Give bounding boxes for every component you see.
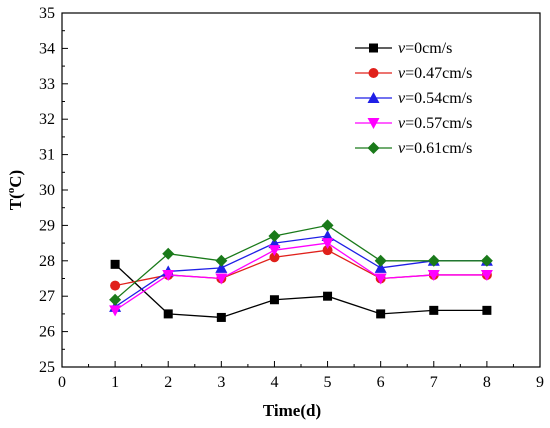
legend-item: v=0.54cm/s: [355, 90, 472, 107]
data-point: [322, 245, 333, 256]
y-axis-title: T(oC): [5, 170, 25, 210]
data-point: [268, 245, 281, 257]
series-line: [114, 235, 487, 308]
series-line: [114, 242, 487, 311]
y-axis-title-main: T(: [6, 193, 25, 210]
legend-marker: [368, 68, 379, 78]
x-tick-label: 4: [270, 374, 278, 391]
data-point: [376, 309, 386, 319]
legend-symbol: v: [398, 115, 406, 132]
legend-label: v=0.57cm/s: [398, 115, 472, 132]
data-point: [429, 305, 439, 315]
x-tick-label: 0: [58, 374, 66, 391]
y-tick-label: 35: [39, 5, 55, 22]
y-tick-label: 30: [39, 182, 55, 199]
legend-item: v=0.47cm/s: [355, 65, 472, 82]
data-point: [268, 230, 281, 243]
data-point: [269, 295, 279, 305]
y-tick-label: 28: [39, 253, 55, 270]
legend: v=0cm/sv=0.47cm/sv=0.54cm/sv=0.57cm/sv=0…: [355, 40, 472, 157]
data-point: [480, 269, 493, 281]
legend-symbol: v: [398, 40, 406, 57]
data-point: [163, 309, 173, 319]
legend-item: v=0cm/s: [355, 40, 452, 57]
x-tick-label: 5: [324, 374, 332, 391]
legend-marker: [367, 142, 380, 154]
legend-label: v=0.61cm/s: [398, 140, 472, 157]
x-tick-label: 9: [536, 374, 544, 391]
data-point: [110, 259, 120, 269]
data-point: [374, 254, 387, 267]
data-point: [323, 291, 333, 301]
series-line: [114, 224, 487, 301]
y-tick-label: 25: [39, 359, 55, 376]
x-tick-label: 8: [483, 374, 491, 391]
x-tick-label: 3: [217, 374, 225, 391]
legend-symbol: v: [398, 90, 406, 107]
legend-label: v=0.54cm/s: [398, 90, 472, 107]
data-point: [162, 247, 175, 260]
legend-value: =0.47cm/s: [405, 65, 472, 82]
legend-value: =0.54cm/s: [405, 90, 472, 107]
legend-marker: [369, 43, 378, 53]
y-tick-label: 26: [39, 324, 55, 341]
data-point: [321, 238, 334, 250]
y-tick-label: 33: [39, 76, 55, 93]
data-point: [216, 312, 226, 322]
data-point: [109, 293, 122, 306]
legend-item: v=0.61cm/s: [355, 140, 472, 157]
data-point: [374, 273, 387, 285]
data-point: [110, 280, 121, 291]
legend-value: =0.61cm/s: [405, 140, 472, 157]
series-line: [114, 263, 487, 319]
data-point: [482, 305, 492, 315]
data-point: [215, 273, 228, 285]
x-tick-label: 7: [430, 374, 438, 391]
y-tick-label: 27: [39, 288, 55, 305]
legend-symbol: v: [398, 65, 406, 82]
legend-item: v=0.57cm/s: [355, 115, 472, 132]
y-tick-label: 31: [39, 147, 55, 164]
legend-label: v=0cm/s: [398, 40, 452, 57]
data-point: [162, 269, 175, 281]
data-point: [427, 254, 440, 267]
data-point: [321, 219, 334, 232]
data-point: [269, 252, 280, 263]
legend-marker: [367, 118, 380, 129]
legend-value: =0cm/s: [405, 40, 452, 57]
series-4: [109, 219, 493, 306]
data-point: [215, 254, 228, 267]
data-point: [215, 261, 228, 273]
legend-label: v=0.47cm/s: [398, 65, 472, 82]
x-tick-label: 2: [164, 374, 172, 391]
data-point: [109, 305, 122, 317]
data-point: [427, 269, 440, 281]
legend-symbol: v: [398, 140, 406, 157]
x-tick-label: 6: [377, 374, 385, 391]
series-3: [109, 238, 493, 317]
y-axis-title-sup: o: [5, 187, 17, 193]
x-tick-label: 1: [111, 374, 119, 391]
series-0: [110, 259, 492, 322]
series-layer: [109, 219, 493, 322]
data-point: [480, 254, 493, 267]
x-axis-title: Time(d): [263, 401, 321, 420]
y-tick-label: 32: [39, 111, 55, 128]
y-axis-title-tail: C): [6, 170, 25, 188]
data-point: [374, 261, 387, 273]
y-tick-label: 34: [39, 40, 55, 57]
legend-marker: [367, 92, 380, 103]
legend-value: =0.57cm/s: [405, 115, 472, 132]
y-tick-label: 29: [39, 217, 55, 234]
